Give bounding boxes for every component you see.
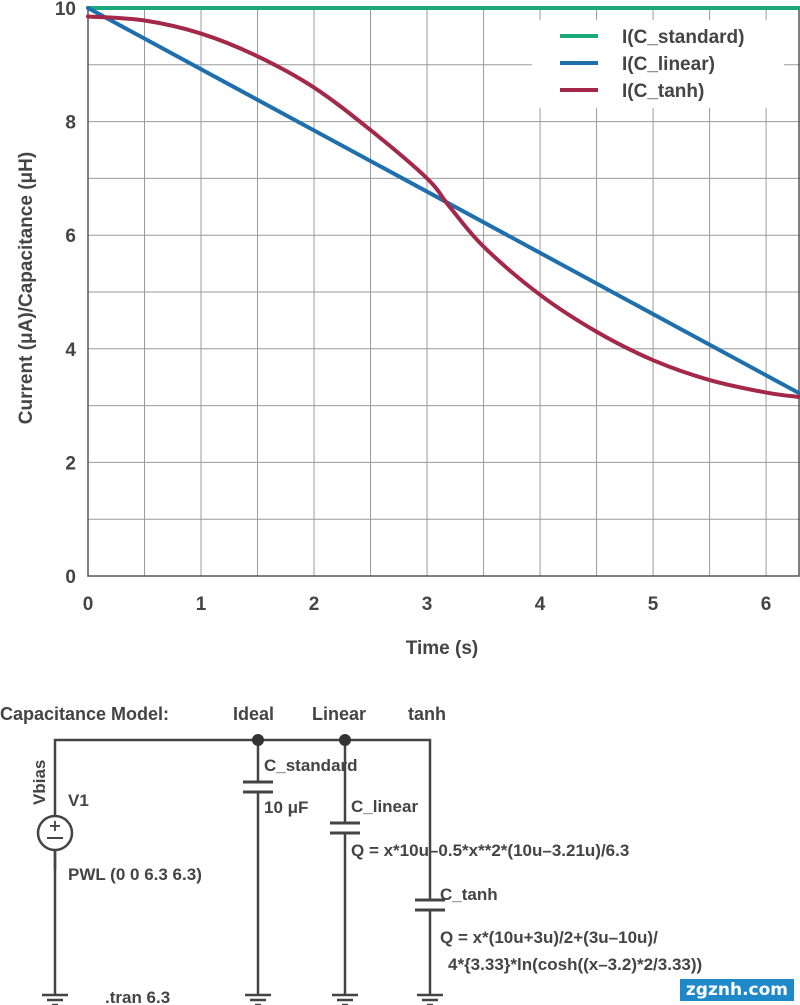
series-line-2 [86,14,800,400]
cap-tanh-equation-line1: Q = x*(10u+3u)/2+(3u–10u)/ [440,928,658,947]
cap-linear-name: C_linear [351,797,418,816]
cap-standard-value: 10 μF [264,798,308,817]
schematic: + Capacitance Model: Ideal Linear tanh V… [0,704,702,1005]
svg-text:+: + [48,816,61,835]
tran-directive: .tran 6.3 [105,988,170,1005]
y-tick-label: 8 [65,113,76,134]
y-tick-label: 0 [65,567,76,588]
y-tick-label: 6 [65,226,76,247]
column-linear-label: Linear [312,704,366,724]
chart: 0 1 2 3 4 5 6 0 2 4 6 8 10 Time (s) Current (μA)/Ca… [16,0,800,659]
column-tanh-label: tanh [408,704,446,724]
source-name: V1 [68,791,89,810]
y-tick-label: 2 [65,453,76,474]
schematic-wires [53,738,432,995]
x-axis-label: Time (s) [406,638,479,659]
legend-entry: I(C_linear) [622,54,715,75]
voltage-source-icon: + [36,814,74,852]
ground-icon [42,993,68,1005]
y-tick-label: 4 [65,340,76,361]
ground-symbols [42,993,443,1005]
cap-tanh-equation-line2: 4*{3.33}*ln(cosh((x–3.2)*2/3.33)) [448,955,702,974]
y-tick-label: 10 [55,0,76,20]
x-tick-label: 0 [83,594,94,615]
x-tick-label: 6 [761,594,772,615]
ground-icon [417,993,443,1005]
x-tick-label: 2 [309,594,320,615]
cap-linear-equation: Q = x*10u–0.5*x**2*(10u–3.21u)/6.3 [351,841,629,860]
series-layer [86,6,800,400]
ground-icon [245,993,271,1005]
y-axis-label: Current (μA)/Capacitance (μH) [16,152,37,424]
x-tick-label: 5 [648,594,659,615]
legend: I(C_standard) I(C_linear) I(C_tanh) [532,20,784,108]
x-tick-label: 3 [422,594,433,615]
y-tick-labels: 0 2 4 6 8 10 [55,0,77,588]
legend-entry: I(C_standard) [622,27,744,48]
source-value: PWL (0 0 6.3 6.3) [68,865,202,884]
cap-standard-name: C_standard [264,756,358,775]
capacitance-model-label: Capacitance Model: [0,704,169,724]
junction-dot-linear [339,734,351,746]
net-label-vbias: Vbias [30,760,49,805]
ground-icon [332,993,358,1005]
x-tick-label: 4 [535,594,546,615]
legend-entry: I(C_tanh) [622,81,704,102]
capacitor-c-standard-symbol [243,780,273,794]
capacitor-c-tanh-symbol [415,898,445,912]
column-ideal-label: Ideal [233,704,274,724]
x-tick-label: 1 [196,594,207,615]
x-tick-labels: 0 1 2 3 4 5 6 [83,594,772,615]
capacitor-c-linear-symbol [330,821,360,835]
cap-tanh-name: C_tanh [440,885,498,904]
watermark: zgznh.com [679,979,794,1001]
junction-dot-ideal [252,734,264,746]
